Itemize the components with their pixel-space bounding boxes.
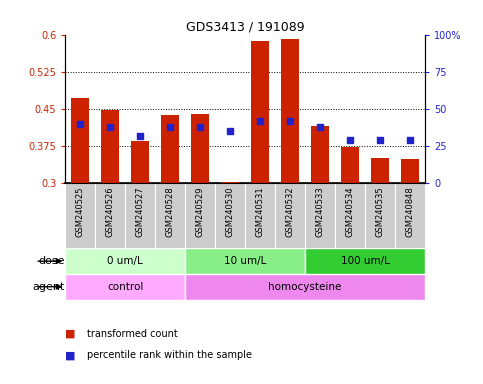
Text: GSM240533: GSM240533 (315, 187, 325, 237)
Bar (185, 248, 305, 274)
Text: GSM240528: GSM240528 (166, 187, 175, 237)
Point (136, 132, 144, 139)
Bar (245, 183, 275, 248)
Text: 10 um/L: 10 um/L (224, 256, 266, 266)
Text: GSM240535: GSM240535 (376, 187, 384, 237)
Text: 100 um/L: 100 um/L (341, 256, 389, 266)
Point (226, 128, 234, 134)
Title: GDS3413 / 191089: GDS3413 / 191089 (186, 20, 304, 33)
Text: control: control (107, 282, 143, 292)
Bar (161, 115, 179, 183)
Bar (125, 183, 155, 248)
Bar (65, 183, 95, 248)
Bar (185, 183, 215, 248)
Text: 0 um/L: 0 um/L (107, 256, 143, 266)
Text: GSM240848: GSM240848 (406, 187, 414, 237)
Point (196, 124, 204, 130)
Text: GSM240529: GSM240529 (196, 187, 205, 237)
Text: agent: agent (33, 282, 65, 292)
Text: GSM240530: GSM240530 (226, 187, 235, 237)
Bar (65, 274, 185, 300)
Text: percentile rank within the sample: percentile rank within the sample (87, 350, 252, 360)
Text: GSM240531: GSM240531 (256, 187, 265, 237)
Point (286, 118, 294, 124)
Bar (131, 141, 149, 183)
Bar (281, 38, 299, 183)
Text: GSM240525: GSM240525 (76, 187, 85, 237)
Bar (395, 183, 425, 248)
Bar (275, 183, 305, 248)
Text: ■: ■ (65, 329, 76, 339)
Point (106, 124, 114, 130)
Point (376, 137, 384, 143)
Bar (305, 183, 335, 248)
Point (166, 124, 174, 130)
Point (406, 137, 414, 143)
Bar (401, 159, 419, 183)
Bar (101, 111, 119, 183)
Bar (65, 248, 185, 274)
Text: GSM240526: GSM240526 (106, 187, 114, 237)
Point (316, 124, 324, 130)
Point (256, 118, 264, 124)
Bar (251, 40, 269, 183)
Text: homocysteine: homocysteine (269, 282, 342, 292)
Bar (215, 183, 245, 248)
Text: GSM240532: GSM240532 (285, 187, 295, 237)
Point (346, 137, 354, 143)
Point (76, 121, 84, 127)
Bar (335, 183, 365, 248)
Bar (95, 183, 125, 248)
Bar (191, 114, 209, 183)
Bar (305, 248, 425, 274)
Bar (185, 274, 425, 300)
Bar (365, 183, 395, 248)
Bar (221, 182, 239, 183)
Text: transformed count: transformed count (87, 329, 178, 339)
Text: ■: ■ (65, 350, 76, 360)
Bar (155, 183, 185, 248)
Text: dose: dose (39, 256, 65, 266)
Text: GSM240527: GSM240527 (136, 187, 145, 237)
Text: GSM240534: GSM240534 (345, 187, 355, 237)
Bar (371, 157, 389, 183)
Bar (71, 98, 89, 183)
Bar (311, 126, 329, 183)
Bar (341, 147, 359, 183)
